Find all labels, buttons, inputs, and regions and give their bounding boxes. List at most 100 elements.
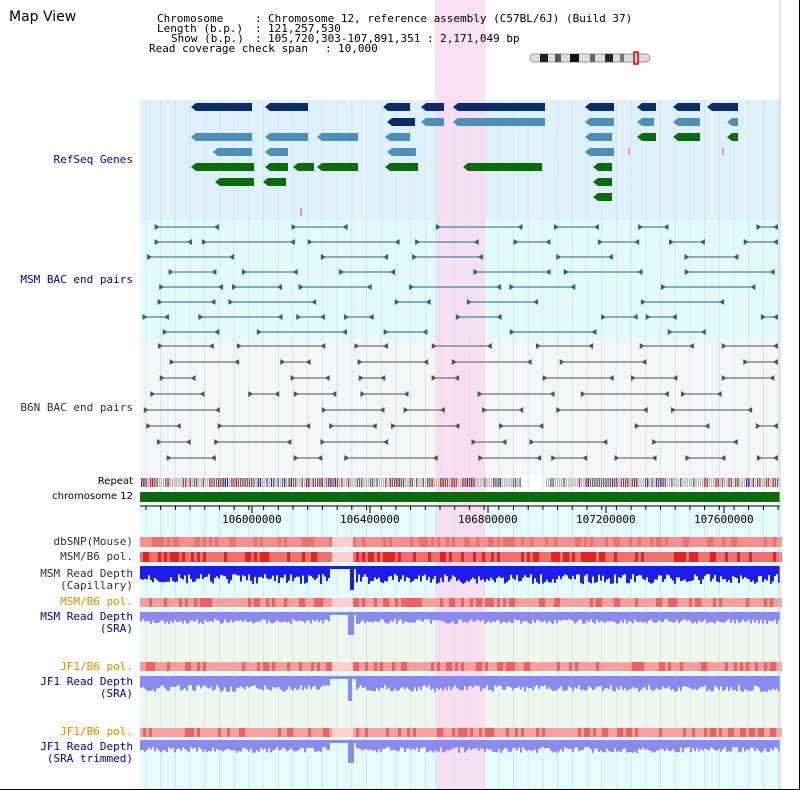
heat-cell [419,537,422,547]
depth-bar [756,740,758,749]
track-label-jf1-b6-pol-1[interactable]: JF1/B6 pol. [60,660,133,673]
b6n-bac-end [743,359,749,365]
track-label-refseq[interactable]: RefSeq Genes [53,153,133,166]
depth-bar [218,612,220,621]
b6n-bac-end [199,391,205,397]
track-label-chromosome[interactable]: chromosome 12 [52,491,133,502]
depth-bar [166,676,168,691]
repeat-mark [229,478,231,487]
track-label-dbsnp[interactable]: dbSNP(Mouse) [53,535,133,548]
depth-bar [372,566,374,581]
depth-bar [658,612,660,621]
heat-cell [722,598,725,607]
heat-cell [422,728,425,737]
track-label-msm-depth-sra[interactable]: MSM Read Depth [40,610,133,623]
depth-bar [768,676,770,690]
heat-cell [734,552,737,562]
depth-bar [474,612,476,622]
depth-bar [490,566,492,578]
track-label-jf1-depth-sra[interactable]: JF1 Read Depth [40,675,133,688]
depth-bar [428,566,430,577]
repeat-mark [411,478,413,487]
depth-bar [302,676,304,691]
chromosome-ideogram-icon[interactable] [529,51,651,65]
depth-bar [316,676,318,690]
depth-bar [478,740,480,751]
depth-bar [460,612,462,620]
heat-cell [326,537,329,547]
heat-cell [662,537,665,547]
b6n-bac-end [580,391,586,397]
chromosome-key: Chromosome [157,12,224,25]
depth-bar [546,676,548,689]
heat-cell [464,552,467,562]
heat-cell [554,552,557,562]
repeat-mark [743,478,746,487]
heat-cell [755,598,758,607]
depth-bar [328,740,330,750]
depth-bar [486,566,488,579]
depth-bar [218,566,220,579]
track-label-repeat[interactable]: Repeat [97,476,133,487]
msm-bac-end [298,284,304,290]
depth-bar [654,566,656,580]
heat-cell [599,598,602,607]
gene-arrow [191,133,196,141]
depth-bar [302,612,304,622]
heat-cell [341,552,344,562]
heat-cell [401,662,404,671]
depth-bar [360,740,362,750]
depth-bar [246,566,248,581]
track-label-jf1-depth-trim[interactable]: JF1 Read Depth [40,740,133,753]
repeat-mark [378,478,380,487]
heat-cell [596,728,599,737]
gene-feature [270,103,308,111]
depth-bar [326,566,328,582]
depth-bar [730,676,732,688]
depth-bar [698,676,700,689]
heat-cell [434,598,437,607]
depth-bar [488,566,490,581]
heat-cell [746,662,749,671]
heat-cell [323,662,326,671]
track-label-msm-depth-cap[interactable]: MSM Read Depth [40,567,133,580]
depth-bar [468,612,470,622]
track-label-b6n-bac[interactable]: B6N BAC end pairs [20,401,133,414]
depth-bar [424,740,426,748]
depth-bar [426,612,428,620]
depth-bar [388,676,390,688]
gene-arrow [453,103,458,111]
depth-bar [584,566,586,576]
depth-bar [272,676,274,688]
track-label-msm-b6-pol-1[interactable]: MSM/B6 pol. [60,550,133,563]
depth-bar [580,566,582,584]
depth-bar [192,566,194,583]
depth-bar [202,676,204,686]
depth-bar [636,566,638,576]
heat-cell [728,552,731,562]
depth-bar [474,676,476,686]
repeat-mark [167,478,169,487]
depth-bar [250,740,252,749]
track-label-jf1-b6-pol-2[interactable]: JF1/B6 pol. [60,725,133,738]
depth-bar [154,612,156,623]
depth-bar [308,612,310,621]
heat-cell [449,598,452,607]
heat-cell [761,598,764,607]
heat-cell [314,552,317,562]
track-label-msm-b6-pol-2[interactable]: MSM/B6 pol. [60,595,133,608]
track-label-msm-bac[interactable]: MSM BAC end pairs [20,273,133,286]
heat-cell [266,598,269,607]
depth-bar [448,566,450,582]
depth-bar [702,612,704,622]
heat-cell [677,552,680,562]
heat-cell [266,552,269,562]
repeat-mark [574,478,576,487]
repeat-mark [143,478,145,487]
heat-cell [401,552,404,562]
heat-cell [701,552,704,562]
heat-cell [557,537,560,547]
depth-bar [582,676,584,690]
depth-bar [692,566,694,581]
